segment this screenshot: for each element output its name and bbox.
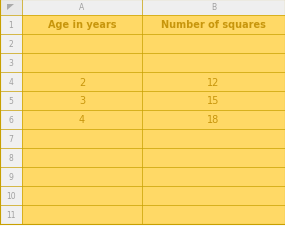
Bar xyxy=(22,0,142,16)
Bar xyxy=(142,0,285,16)
Bar xyxy=(0,205,22,224)
Bar xyxy=(0,186,22,205)
Bar xyxy=(22,186,142,205)
Bar xyxy=(142,186,285,205)
Bar xyxy=(142,167,285,186)
Bar xyxy=(0,92,22,110)
Bar xyxy=(0,110,22,129)
Bar xyxy=(142,129,285,148)
Bar xyxy=(22,54,142,73)
Bar xyxy=(142,148,285,167)
Bar xyxy=(22,148,142,167)
Text: 6: 6 xyxy=(9,116,13,125)
Text: 4: 4 xyxy=(79,115,85,125)
Bar xyxy=(0,54,22,73)
Bar xyxy=(0,16,22,35)
Text: 7: 7 xyxy=(9,134,13,143)
Bar xyxy=(22,205,142,224)
Text: 4: 4 xyxy=(9,78,13,87)
Text: Age in years: Age in years xyxy=(48,20,116,30)
Bar xyxy=(142,92,285,110)
Bar xyxy=(22,16,142,35)
Bar xyxy=(0,73,22,92)
Bar xyxy=(142,54,285,73)
Text: 2: 2 xyxy=(79,77,85,87)
Text: 8: 8 xyxy=(9,153,13,162)
Bar xyxy=(22,35,142,54)
Text: A: A xyxy=(80,3,85,12)
Text: 15: 15 xyxy=(207,96,220,106)
Text: 10: 10 xyxy=(6,191,16,200)
Bar xyxy=(0,0,22,16)
Bar xyxy=(22,73,142,92)
Text: 9: 9 xyxy=(9,172,13,181)
Text: B: B xyxy=(211,3,216,12)
Text: 5: 5 xyxy=(9,97,13,106)
Text: 12: 12 xyxy=(207,77,220,87)
Bar xyxy=(0,167,22,186)
Bar xyxy=(0,148,22,167)
Bar xyxy=(142,73,285,92)
Bar xyxy=(22,167,142,186)
Bar xyxy=(0,35,22,54)
Text: 3: 3 xyxy=(79,96,85,106)
Bar xyxy=(142,205,285,224)
Bar xyxy=(142,35,285,54)
Bar xyxy=(142,110,285,129)
Bar xyxy=(0,129,22,148)
Bar xyxy=(142,16,285,35)
Text: Number of squares: Number of squares xyxy=(161,20,266,30)
Text: 18: 18 xyxy=(207,115,220,125)
Text: 11: 11 xyxy=(6,210,16,219)
Polygon shape xyxy=(7,5,14,11)
Bar xyxy=(22,92,142,110)
Bar xyxy=(22,129,142,148)
Text: 1: 1 xyxy=(9,21,13,30)
Text: 2: 2 xyxy=(9,40,13,49)
Text: 3: 3 xyxy=(9,59,13,68)
Bar xyxy=(22,110,142,129)
